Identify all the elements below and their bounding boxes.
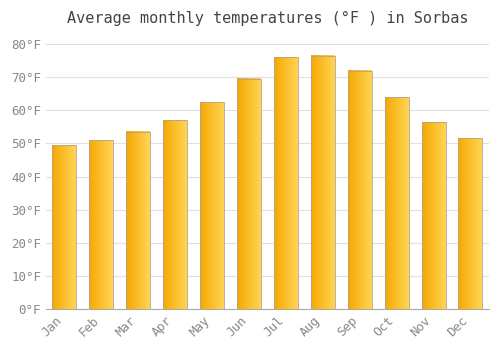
Bar (458, 139, 482, 309)
Bar (126, 132, 150, 309)
Bar (348, 71, 372, 309)
Title: Average monthly temperatures (°F ) in Sorbas: Average monthly temperatures (°F ) in So… (66, 11, 468, 26)
Bar (384, 97, 408, 309)
Bar (90, 140, 114, 309)
Bar (311, 56, 335, 309)
Bar (163, 120, 187, 309)
Bar (274, 57, 298, 309)
Bar (422, 122, 446, 309)
Bar (200, 102, 224, 309)
Bar (237, 79, 261, 309)
Bar (52, 145, 76, 309)
